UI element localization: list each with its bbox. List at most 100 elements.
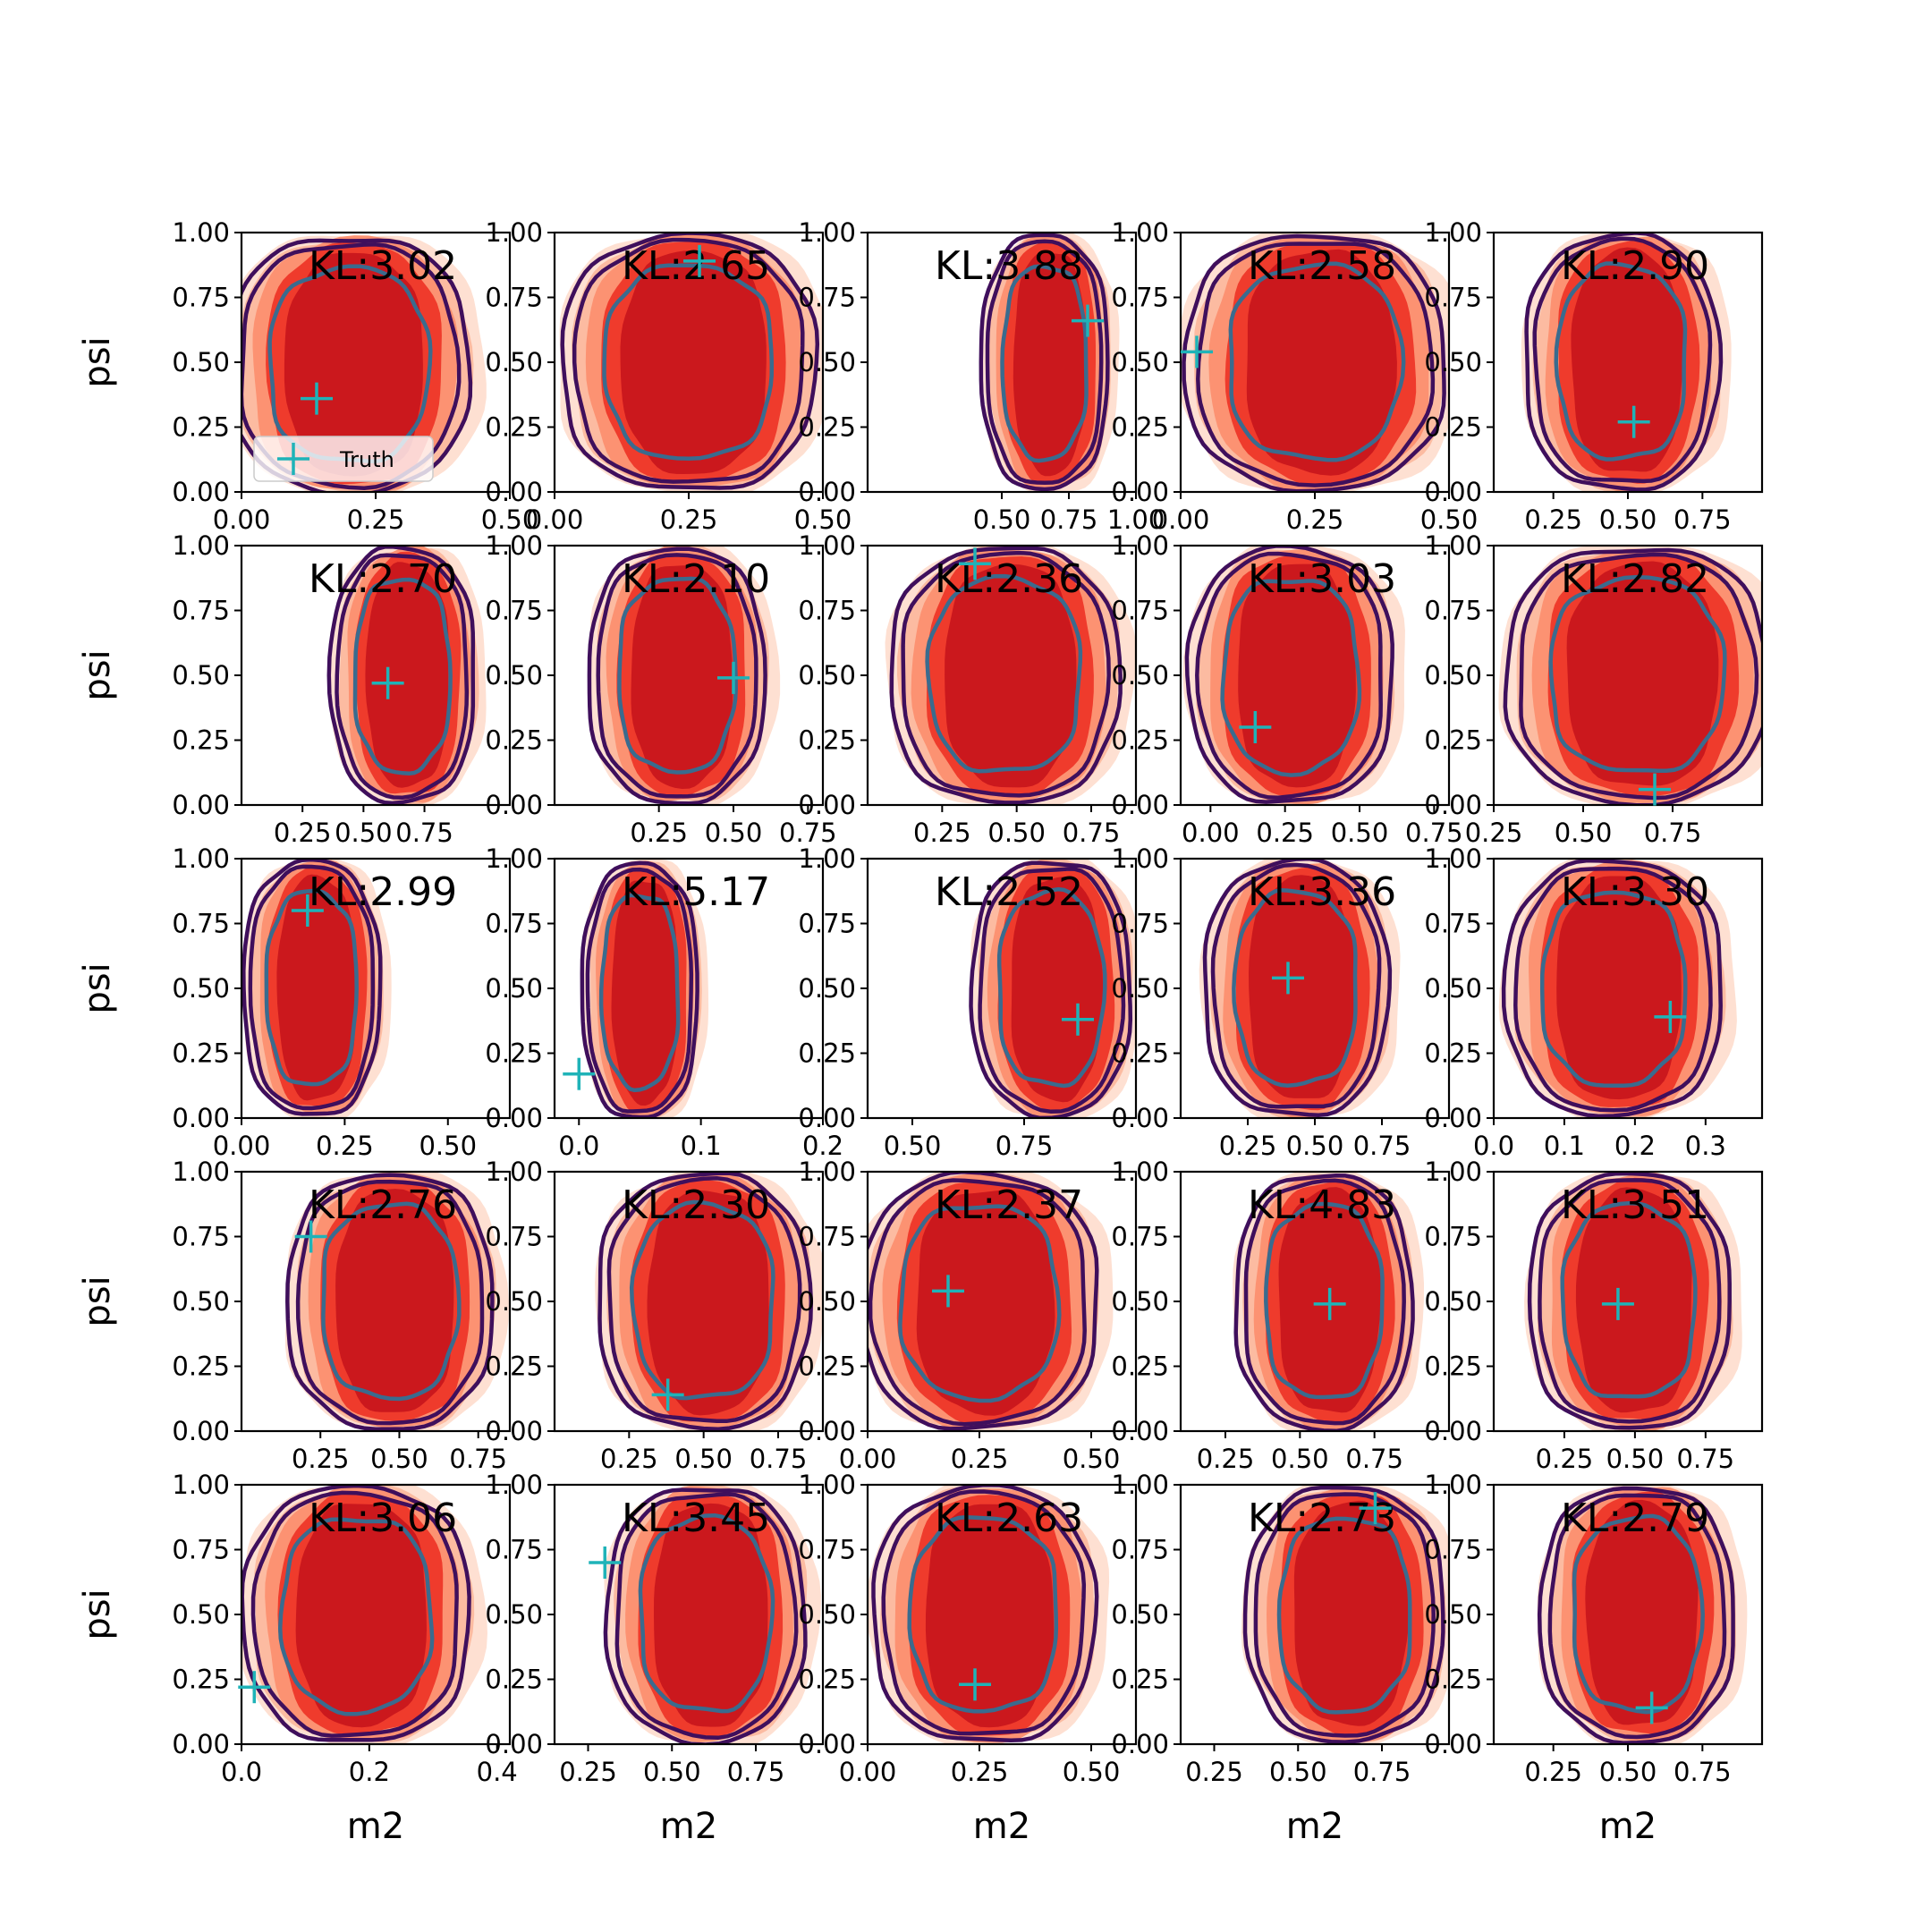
contour-inner xyxy=(1554,261,1688,462)
y-tick-label: 0.50 xyxy=(485,1286,543,1317)
contour-outer xyxy=(1184,546,1394,804)
contour-outer xyxy=(1503,547,1762,805)
contour-lines xyxy=(1182,233,1446,492)
y-tick-label: 0.75 xyxy=(485,1535,543,1565)
truth-marker xyxy=(1617,405,1650,438)
panel-6: 0.000.250.500.751.000.25 0.50 0.75KL:2.70p… xyxy=(77,530,512,848)
density-level-5 xyxy=(1011,877,1104,1103)
y-tick-label: 0.50 xyxy=(798,973,856,1004)
x-tick-label: 0.00 xyxy=(1152,504,1210,535)
truth-marker xyxy=(294,1220,327,1253)
y-tick-label: 0.00 xyxy=(485,1103,543,1133)
y-tick-label: 0.50 xyxy=(1424,1599,1482,1630)
y-tick-label: 0.25 xyxy=(1424,1038,1482,1069)
kl-annotation: KL:2.73 xyxy=(1248,1496,1396,1541)
kl-annotation: KL:2.99 xyxy=(309,869,457,915)
contour-middle xyxy=(596,553,758,799)
contour-inner xyxy=(264,888,359,1087)
x-tick-label: 0.50 xyxy=(674,1444,733,1474)
kl-annotation: KL:2.90 xyxy=(1561,243,1709,289)
truth-marker xyxy=(1072,304,1104,337)
y-tick-label: 0.25 xyxy=(798,725,856,756)
x-tick-label: 0.25 xyxy=(1286,504,1344,535)
y-tick-label: 1.00 xyxy=(485,843,543,874)
x-tick-label: 0.75 xyxy=(1353,1131,1411,1161)
x-tick-label: 0.25 xyxy=(316,1131,374,1161)
y-tick-label: 1.00 xyxy=(485,1157,543,1187)
x-tick-label: 0.3 xyxy=(1685,1131,1726,1161)
y-tick-label: 0.00 xyxy=(172,1103,230,1133)
contour-inner xyxy=(1560,1200,1698,1399)
kl-annotation: KL:2.76 xyxy=(309,1182,457,1228)
y-tick-label: 0.50 xyxy=(1111,1286,1169,1317)
x-tick-label: 0.75 xyxy=(996,1131,1054,1161)
x-tick-label: 0.75 xyxy=(1644,818,1702,848)
panel-16: 0.00 0.25 0.50 0.75 1.00 0.25 0.50 0.75 KL:2.76 p… xyxy=(77,1157,512,1474)
density-level-5 xyxy=(1013,252,1088,477)
kl-annotation: KL:5.17 xyxy=(622,869,770,915)
contour-middle xyxy=(1210,862,1382,1109)
y-tick-label: 0.00 xyxy=(1424,1729,1482,1759)
kl-annotation: KL:3.06 xyxy=(309,1496,457,1541)
x-tick-label: 0.50 xyxy=(419,1131,477,1161)
contour-outer xyxy=(1233,1174,1415,1431)
density-fill xyxy=(588,546,781,805)
panel-7: 0.00 0.25 0.50 0.75 1.00 0.25 0.50 0.75 KL:2.10 xyxy=(485,530,836,848)
y-tick-label: 0.25 xyxy=(485,412,543,443)
y-tick-label: 0.75 xyxy=(1424,596,1482,626)
y-tick-label: 1.00 xyxy=(485,217,543,248)
density-level-5 xyxy=(295,1504,427,1728)
panel-9: 0.00 0.25 0.50 0.75 1.00 0.00 0.25 0.50 0.75 KL:3… xyxy=(1111,530,1462,848)
y-tick-label: 1.00 xyxy=(798,843,856,874)
x-tick-label: 0.50 xyxy=(1271,1444,1329,1474)
x-tick-label: 0.25 xyxy=(1256,818,1314,848)
contour-middle xyxy=(585,867,694,1114)
contour-lines xyxy=(560,233,820,490)
kl-annotation: KL:2.52 xyxy=(935,869,1083,915)
contour-outer xyxy=(603,1487,808,1744)
panel-25: 0.00 0.25 0.50 0.75 1.00 0.25 0.50 0.75 KL:2.79 m… xyxy=(1424,1470,1764,1847)
x-tick-label: 0.2 xyxy=(349,1757,390,1787)
contour-lines xyxy=(1501,859,1723,1118)
y-tick-label: 0.25 xyxy=(798,1665,856,1695)
y-tick-label: 0.25 xyxy=(1424,412,1482,443)
x-tick-label: 0.0 xyxy=(558,1131,599,1161)
contour-lines xyxy=(1503,547,1762,805)
panel-18: 0.00 0.25 0.50 0.75 1.00 0.00 0.25 0.50 KL:2.37 xyxy=(798,1157,1138,1474)
density-level-5 xyxy=(1585,1499,1699,1725)
panel-3: 0.00 0.25 0.50 0.75 1.00 0.50 0.75 1.00 KL:3.88 xyxy=(798,217,1165,535)
contour-outer xyxy=(580,860,699,1118)
y-tick-label: 0.50 xyxy=(1111,1599,1169,1630)
y-tick-label: 0.25 xyxy=(485,725,543,756)
density-level-5 xyxy=(1571,247,1684,472)
x-tick-label: 0.1 xyxy=(681,1131,722,1161)
y-tick-label: 0.75 xyxy=(172,596,230,626)
contour-inner xyxy=(1232,887,1358,1088)
y-tick-label: 1.00 xyxy=(172,530,230,561)
y-tick-label: 0.25 xyxy=(798,1038,856,1069)
panel-15: 0.00 0.25 0.50 0.75 1.00 0.0 0.1 0.2 0.3 KL:3.30 xyxy=(1424,843,1764,1161)
contour-outer xyxy=(868,1172,1099,1431)
y-tick-label: 0.25 xyxy=(798,1352,856,1382)
panel-20: 0.00 0.25 0.50 0.75 1.00 0.25 0.50 0.75 KL:3.51 xyxy=(1424,1157,1764,1474)
kl-annotation: KL:3.03 xyxy=(1248,556,1396,602)
y-tick-label: 0.50 xyxy=(798,660,856,691)
legend: Truth xyxy=(253,436,434,482)
contour-lines xyxy=(326,546,476,805)
y-tick-label: 0.25 xyxy=(485,1352,543,1382)
contour-inner xyxy=(1220,579,1362,777)
x-tick-label: 0.00 xyxy=(213,504,271,535)
contour-outer xyxy=(587,547,767,805)
x-tick-label: 0.50 xyxy=(335,818,393,848)
kl-annotation: KL:3.51 xyxy=(1561,1182,1709,1228)
x-tick-label: 0.50 xyxy=(1331,818,1389,848)
y-tick-label: 0.50 xyxy=(798,1286,856,1317)
y-tick-label: 0.00 xyxy=(1111,790,1169,820)
x-tick-label: 0.75 xyxy=(395,818,453,848)
x-tick-label: 0.25 xyxy=(292,1444,350,1474)
y-tick-label: 0.25 xyxy=(1111,412,1169,443)
truth-marker xyxy=(717,661,750,694)
x-tick-label: 0.25 xyxy=(600,1444,658,1474)
contour-outer xyxy=(889,546,1123,805)
y-axis-label: psi xyxy=(77,1589,118,1640)
